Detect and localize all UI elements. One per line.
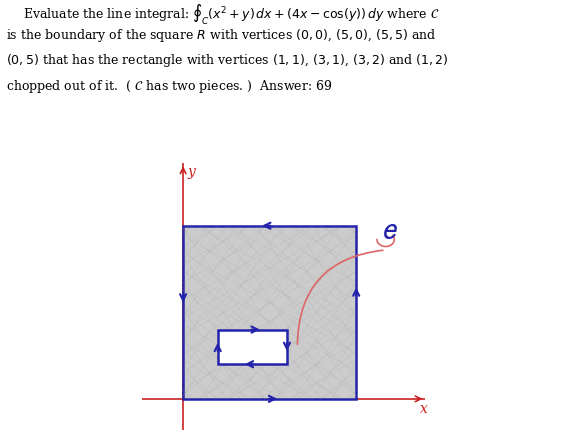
Text: $\mathcal{e}$: $\mathcal{e}$ [380,215,397,246]
Text: y: y [187,165,195,179]
Text: Evaluate the line integral: $\oint_C(x^2 + y)\,dx + (4x - \cos(y))\,dy$ where $\: Evaluate the line integral: $\oint_C(x^2… [23,2,439,27]
Polygon shape [218,329,287,364]
Text: chopped out of it.  ( $\mathcal{C}$ has two pieces. )  Answer: 69: chopped out of it. ( $\mathcal{C}$ has t… [6,78,332,95]
Text: $(0,5)$ that has the rectangle with vertices $(1,1)$, $(3,1)$, $(3,2)$ and $(1,2: $(0,5)$ that has the rectangle with vert… [6,52,448,70]
Text: is the boundary of the square $R$ with vertices $(0,0)$, $(5,0)$, $(5,5)$ and: is the boundary of the square $R$ with v… [6,27,437,44]
Text: x: x [420,402,428,416]
Polygon shape [183,226,356,399]
FancyArrowPatch shape [297,250,383,344]
